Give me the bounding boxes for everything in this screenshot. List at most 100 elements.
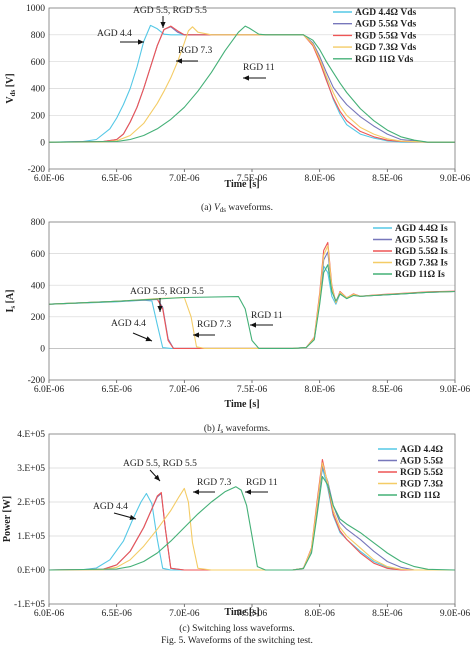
- annotation-arrow: [157, 298, 163, 312]
- annotation-label: AGD 5.5, RGD 5.5: [133, 6, 207, 16]
- annotation-label: RGD 11: [251, 311, 283, 321]
- x-tick-label: 7.0E-06: [169, 385, 200, 395]
- plot-frame: [48, 7, 456, 170]
- caption-part: (b): [204, 423, 217, 434]
- x-tick-label: 8.0E-06: [304, 609, 335, 619]
- annotation-arrow: [160, 16, 166, 28]
- series-line-rgd-7-3: [48, 26, 455, 143]
- legend-entry: RGD 5.5Ω Vds: [355, 31, 416, 41]
- y-axis-label-symbol: I: [5, 309, 16, 313]
- x-axis-label: Time [s]: [224, 179, 259, 190]
- x-tick-label: 6.0E-06: [34, 174, 65, 184]
- y-tick-label: 0: [40, 138, 45, 148]
- y-tick-label: 1.E+05: [17, 532, 45, 542]
- x-tick-label: 8.5E-06: [372, 174, 403, 184]
- y-axis-label-unit: [V]: [5, 73, 16, 89]
- legend-entry: AGD 4.4Ω Is: [395, 224, 448, 234]
- annotation-arrow: [245, 489, 268, 495]
- x-tick-label: 9.0E-06: [440, 609, 471, 619]
- annotation-label: RGD 7.3: [197, 320, 232, 330]
- caption-part: ds: [220, 206, 227, 214]
- caption-part: waveforms.: [226, 202, 273, 213]
- x-tick-label: 6.5E-06: [101, 174, 132, 184]
- legend-entry: RGD 11Ω Is: [395, 270, 445, 280]
- x-tick-label: 7.0E-06: [169, 174, 200, 184]
- annotation-arrow: [193, 489, 215, 495]
- x-tick-label: 8.5E-06: [372, 609, 403, 619]
- legend-entry: RGD 11Ω: [400, 491, 440, 501]
- legend-entry: AGD 5.5Ω Vds: [355, 20, 416, 30]
- annotation-label: RGD 7.3: [178, 46, 213, 56]
- y-tick-label: 200: [31, 112, 46, 122]
- y-tick-label: 2.E+05: [17, 498, 45, 508]
- x-axis-label: Time [s]: [224, 399, 259, 410]
- y-tick-label: 600: [31, 58, 46, 68]
- annotation-arrow: [243, 75, 266, 81]
- legend-entry: AGD 5.5Ω: [400, 457, 443, 467]
- y-tick-label: 800: [31, 31, 46, 41]
- caption-part: (c) Switching loss waveforms.: [179, 623, 295, 634]
- y-tick-label: 600: [31, 250, 46, 260]
- x-tick-label: 6.0E-06: [34, 385, 65, 395]
- annotation-label: RGD 11: [243, 63, 275, 73]
- x-tick-label: 6.0E-06: [34, 609, 65, 619]
- y-tick-label: -1.E+05: [14, 600, 45, 610]
- y-axis-label-symbol: V: [5, 96, 16, 104]
- y-tick-label: -200: [28, 376, 46, 386]
- panel-caption: (c) Switching loss waveforms.: [179, 623, 295, 634]
- series-line-rgd-11: [48, 25, 455, 143]
- y-axis-label-subscript: s: [9, 306, 17, 309]
- chart-is: -200 0 200 400 600 800 6.0E-06 6.5E-06 7.0E-06 7.…: [5, 218, 470, 435]
- annotation-arrow: [149, 469, 161, 482]
- annotation-label: AGD 4.4: [93, 502, 128, 512]
- legend-entry: RGD 5.5Ω Is: [395, 247, 448, 257]
- annotation-arrow: [120, 39, 144, 45]
- chart-power: -1.E+05 0.E+00 1.E+05 2.E+05 3.E+05 4.E+05 6.0…: [2, 430, 470, 634]
- x-axis-label: Time [s]: [224, 607, 259, 618]
- legend-entry: RGD 5.5Ω: [400, 468, 443, 478]
- x-tick-label: 7.5E-06: [237, 609, 268, 619]
- x-tick-label: 8.0E-06: [304, 174, 335, 184]
- x-tick-label: 8.5E-06: [372, 385, 403, 395]
- legend-entry: RGD 7.3Ω Is: [395, 259, 448, 269]
- x-tick-label: 7.0E-06: [169, 609, 200, 619]
- x-tick-label: 8.0E-06: [304, 385, 335, 395]
- y-tick-label: 800: [31, 218, 46, 228]
- y-tick-label: 0: [40, 345, 45, 355]
- caption-part: V: [214, 203, 221, 213]
- panel-caption: (b) Is waveforms.: [204, 423, 270, 435]
- y-tick-label: 400: [31, 85, 46, 95]
- annotation-arrow: [113, 512, 137, 520]
- y-axis-label: Vds [V]: [5, 73, 17, 103]
- legend-entry: AGD 4.4Ω Vds: [355, 8, 416, 18]
- x-tick-label: 6.5E-06: [101, 609, 132, 619]
- y-tick-label: -200: [28, 165, 46, 175]
- annotation-label: AGD 5.5, RGD 5.5: [123, 459, 197, 469]
- y-axis-label-unit: [A]: [5, 289, 16, 305]
- y-axis-label-subscript: ds: [9, 89, 17, 96]
- y-axis-label: Power [W]: [2, 496, 13, 542]
- y-tick-label: 4.E+05: [17, 430, 45, 440]
- series-line-rgd-5-5: [48, 458, 455, 571]
- y-axis-label: Is [A]: [5, 289, 17, 312]
- series-line-rgd-11: [48, 475, 456, 571]
- x-tick-label: 7.5E-06: [237, 385, 268, 395]
- figure-caption: Fig. 5. Waveforms of the switching test.: [161, 635, 313, 646]
- annotation-label: AGD 4.4: [97, 29, 132, 39]
- series-line-rgd-11: [48, 264, 456, 349]
- caption-part: waveforms.: [223, 423, 270, 434]
- annotation-label: AGD 5.5, RGD 5.5: [130, 287, 204, 297]
- annotation-arrow: [176, 58, 198, 64]
- annotation-label: AGD 4.4: [111, 319, 146, 329]
- y-tick-label: 400: [31, 281, 46, 291]
- x-tick-label: 9.0E-06: [440, 174, 471, 184]
- annotation-label: RGD 7.3: [197, 478, 232, 488]
- legend-entry: RGD 7.3Ω: [400, 480, 443, 490]
- plot-frame: [48, 433, 456, 605]
- legend-entry: RGD 7.3Ω Vds: [355, 43, 416, 53]
- y-tick-label: 200: [31, 313, 46, 323]
